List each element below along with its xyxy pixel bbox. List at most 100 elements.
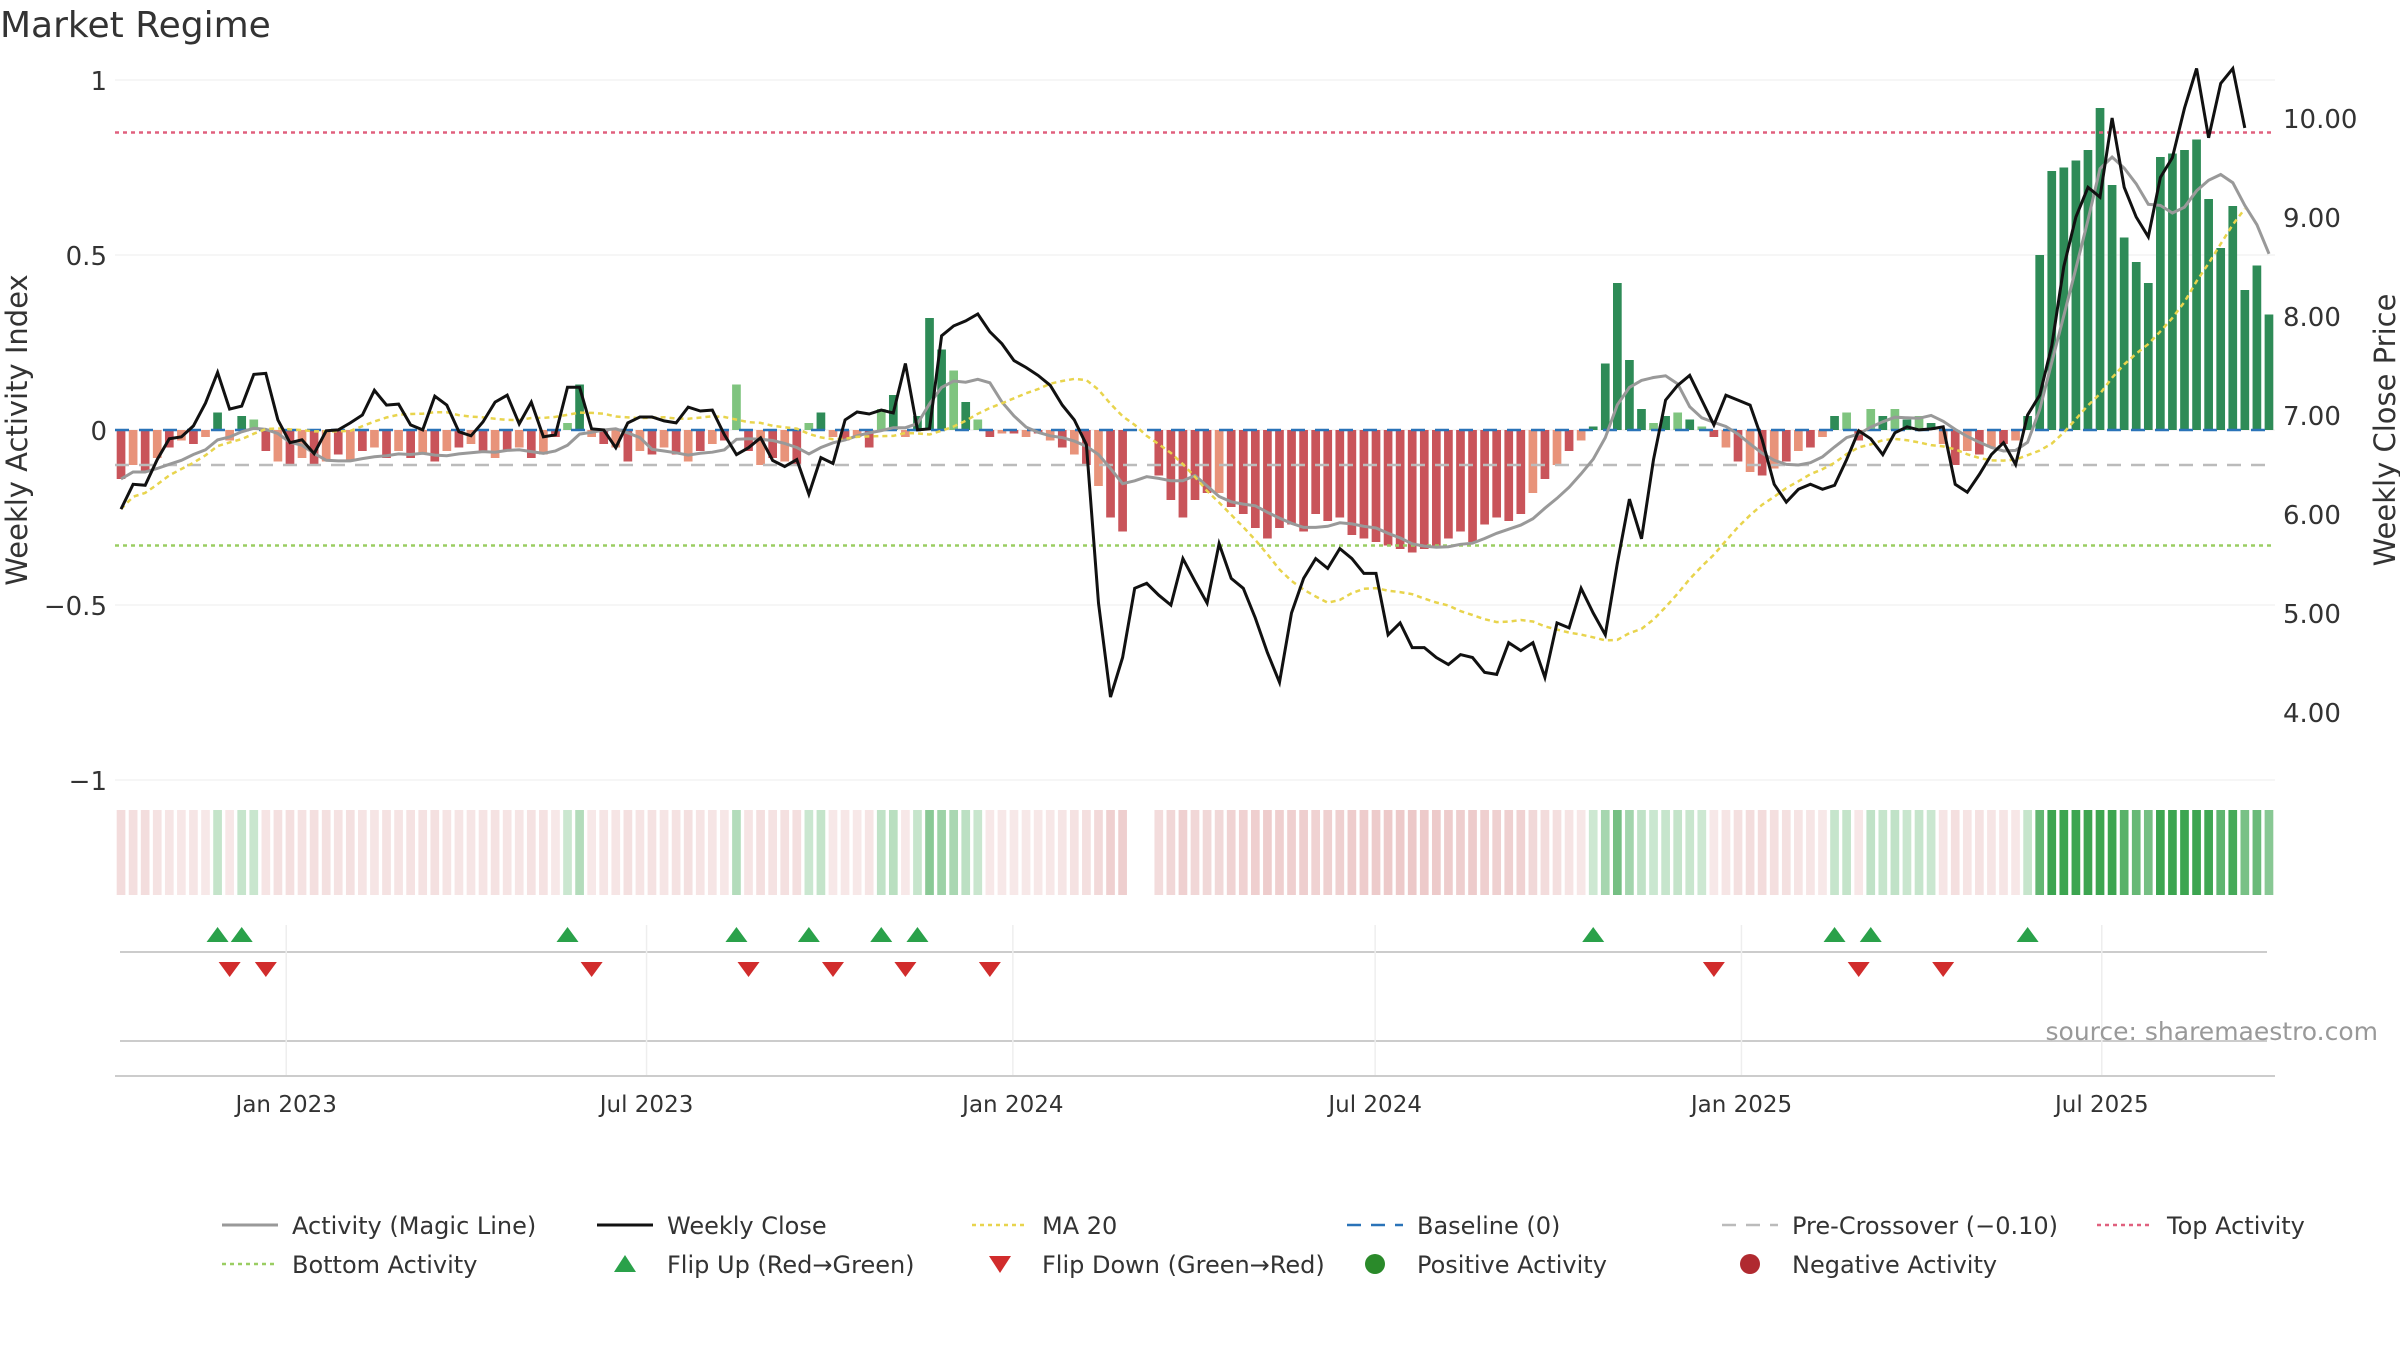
- regime-strip-cell: [1962, 810, 1972, 895]
- regime-strip-cell: [888, 810, 898, 895]
- activity-bar: [1106, 430, 1115, 518]
- activity-bar: [1202, 430, 1212, 493]
- flip-down-marker: [737, 962, 760, 977]
- legend-label: Bottom Activity: [292, 1251, 477, 1279]
- regime-strip-cell: [1226, 810, 1236, 895]
- regime-strip-cell: [1528, 810, 1538, 895]
- activity-bar: [768, 430, 777, 458]
- regime-strip-cell: [925, 810, 934, 895]
- activity-bar: [285, 430, 295, 465]
- activity-bar: [1806, 430, 1815, 448]
- activity-bar: [2156, 157, 2165, 430]
- activity-bar: [2228, 206, 2238, 430]
- regime-strip-cell: [140, 810, 150, 895]
- flip-up-marker: [230, 927, 253, 942]
- regime-strip-cell: [358, 810, 367, 895]
- x-tick-label: Jul 2025: [2053, 1092, 2149, 1118]
- regime-strip-cell: [1504, 810, 1514, 895]
- x-tick-label: Jan 2023: [234, 1092, 337, 1118]
- regime-strip-cell: [1021, 810, 1031, 895]
- activity-bar: [707, 430, 717, 444]
- activity-bar: [647, 430, 657, 455]
- activity-bar: [213, 412, 222, 430]
- activity-bar: [430, 430, 440, 462]
- x-tick-label: Jul 2024: [1326, 1092, 1422, 1118]
- activity-bar: [1999, 430, 2008, 444]
- activity-bar: [1021, 430, 1031, 437]
- activity-bar: [659, 430, 669, 448]
- activity-bar: [1637, 409, 1646, 430]
- y-tick-label-left: 0: [90, 417, 107, 447]
- activity-bar: [1866, 409, 1876, 430]
- activity-bar: [1649, 423, 1658, 430]
- regime-strip-cell: [2023, 810, 2032, 895]
- regime-strip-cell: [985, 810, 995, 895]
- activity-bar: [1661, 416, 1670, 430]
- activity-bar: [2047, 171, 2057, 430]
- regime-strip-cell: [249, 810, 259, 895]
- regime-strip-cell: [502, 810, 512, 895]
- activity-bar: [1745, 430, 1755, 472]
- regime-strip-cell: [2264, 810, 2274, 895]
- legend-item: Flip Down (Green→Red): [989, 1251, 1325, 1279]
- x-tick-label: Jan 2024: [960, 1092, 1063, 1118]
- regime-strip-cell: [563, 810, 572, 895]
- activity-bar: [1540, 430, 1550, 479]
- y-axis-label-right: Weekly Close Price: [2368, 294, 2400, 567]
- activity-bar: [1709, 430, 1719, 437]
- regime-strip-cell: [1178, 810, 1188, 895]
- activity-bar: [345, 430, 355, 462]
- activity-bar: [1347, 430, 1357, 535]
- regime-strip-cell: [1987, 810, 1996, 895]
- activity-bar: [1890, 409, 1900, 430]
- activity-bar: [370, 430, 379, 448]
- regime-strip-cell: [177, 810, 186, 895]
- regime-strip-cell: [1842, 810, 1851, 895]
- activity-bar: [1721, 430, 1731, 448]
- activity-bar: [671, 430, 681, 455]
- activity-bar: [1371, 430, 1381, 542]
- regime-strip-cell: [1419, 810, 1429, 895]
- regime-strip-cell: [1588, 810, 1598, 895]
- regime-strip-cell: [237, 810, 247, 895]
- activity-bar: [683, 430, 693, 462]
- regime-strip-cell: [2204, 810, 2213, 895]
- activity-bar: [1178, 430, 1188, 518]
- regime-strip-cell: [1335, 810, 1345, 895]
- regime-strip-cell: [683, 810, 693, 895]
- flip-down-marker: [978, 962, 1001, 977]
- legend-triangle-up-icon: [614, 1255, 636, 1272]
- regime-strip-cell: [2192, 810, 2201, 895]
- regime-strip-cell: [1456, 810, 1465, 895]
- regime-strip-cell: [901, 810, 910, 895]
- regime-strip-cell: [732, 810, 741, 895]
- activity-bar: [852, 430, 862, 437]
- x-tick-label: Jul 2023: [598, 1092, 694, 1118]
- activity-bar: [309, 430, 319, 465]
- regime-strip-cell: [949, 810, 959, 895]
- activity-bar: [2119, 237, 2129, 430]
- legend-item: Flip Up (Red→Green): [614, 1251, 915, 1279]
- regime-strip-cell: [201, 810, 210, 895]
- activity-bar: [1781, 430, 1791, 462]
- activity-bar: [2143, 283, 2153, 430]
- regime-strip-cell: [1854, 810, 1864, 895]
- regime-strip-cell: [1830, 810, 1839, 895]
- regime-strip-cell: [128, 810, 138, 895]
- activity-bar: [1987, 430, 1996, 448]
- activity-bar: [539, 430, 548, 455]
- activity-bar: [623, 430, 633, 462]
- regime-strip-cell: [1299, 810, 1308, 895]
- activity-bar: [418, 430, 428, 455]
- regime-strip-cell: [345, 810, 355, 895]
- y-tick-label-right: 10.00: [2283, 105, 2357, 135]
- y-tick-label-right: 9.00: [2283, 204, 2341, 234]
- activity-bar: [1407, 430, 1417, 553]
- legend-item: Activity (Magic Line): [222, 1212, 536, 1240]
- legend-item: Top Activity: [2097, 1212, 2305, 1240]
- regime-strip-cell: [1516, 810, 1526, 895]
- activity-bar: [780, 430, 790, 462]
- legend-item: Negative Activity: [1740, 1251, 1997, 1279]
- regime-strip-cell: [1975, 810, 1984, 895]
- flip-up-marker: [725, 927, 748, 942]
